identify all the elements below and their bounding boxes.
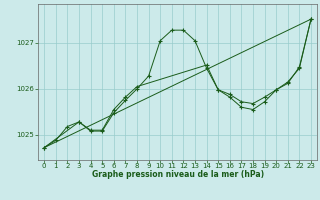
X-axis label: Graphe pression niveau de la mer (hPa): Graphe pression niveau de la mer (hPa) (92, 170, 264, 179)
